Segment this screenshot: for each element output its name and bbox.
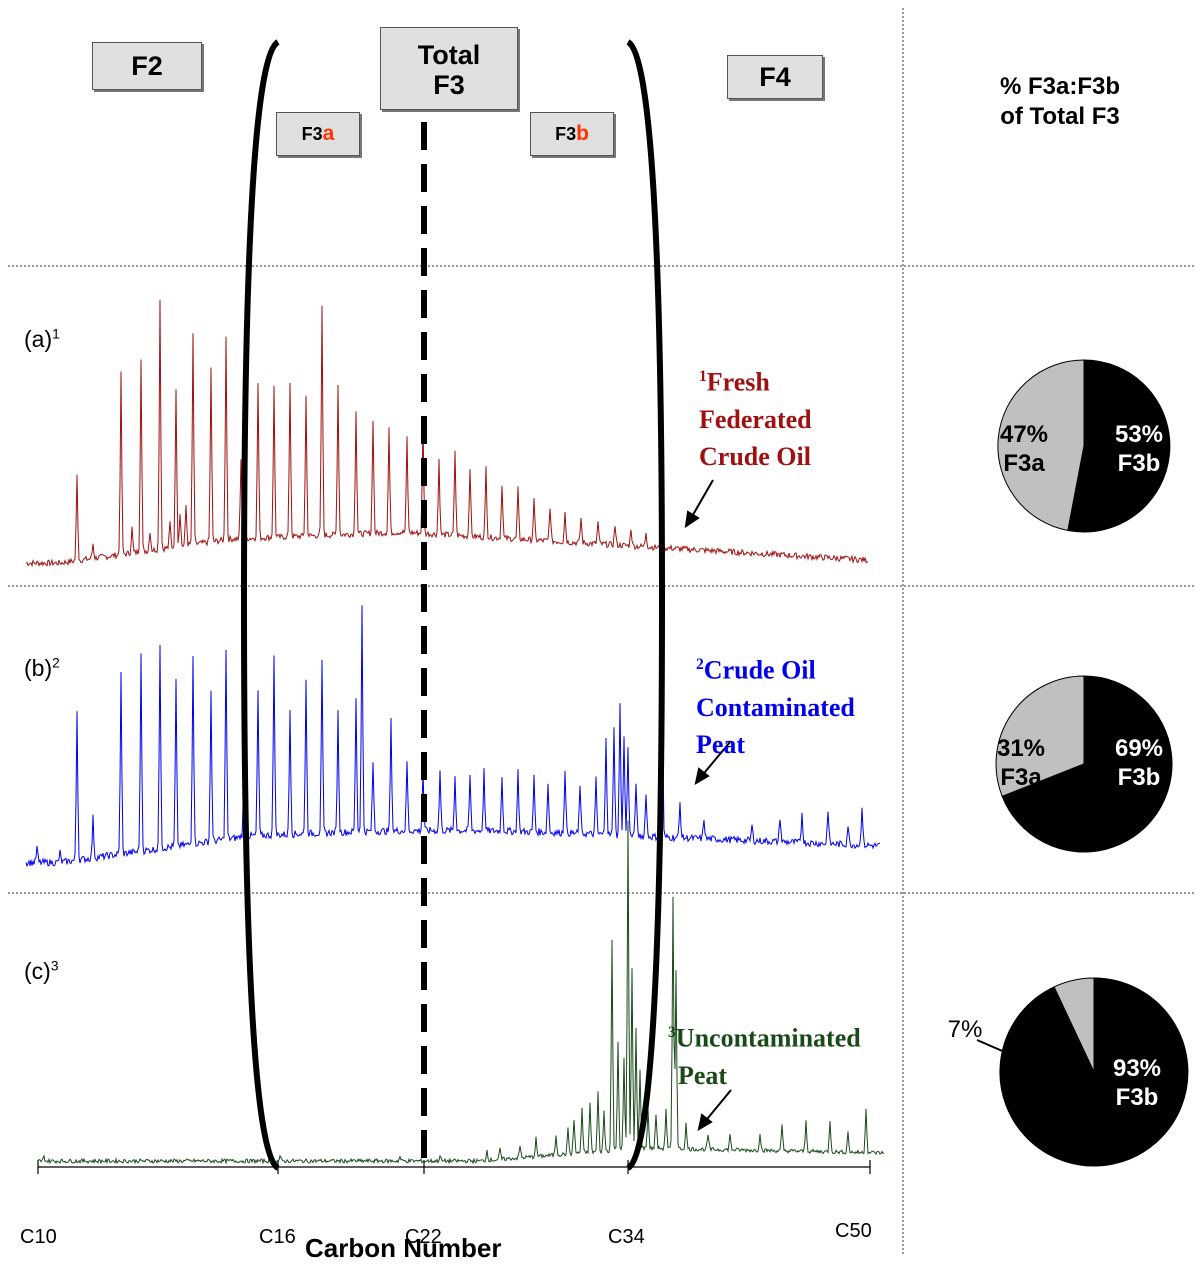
tick-label-c10: C10: [20, 1226, 57, 1249]
total-f3-line2: F3: [433, 70, 465, 100]
x-axis-title: Carbon Number: [305, 1233, 501, 1264]
pie-title: % F3a:F3b of Total F3: [925, 72, 1195, 132]
tick-label-c50: C50: [835, 1220, 872, 1243]
pie-title-line1: % F3a:F3b: [1000, 73, 1120, 100]
f4-label: F4: [759, 62, 791, 92]
f3b-prefix: F3: [555, 124, 576, 144]
panel-c-letter: (c)3: [24, 958, 59, 985]
panel-b-letter: (b)2: [24, 655, 60, 682]
f2-box: F2: [92, 42, 202, 90]
f2-label: F2: [131, 51, 163, 81]
pie-a-f3a-label: 47% F3a: [988, 420, 1060, 478]
f3-right-bracket: [628, 42, 662, 1168]
note-uncontaminated-peat: 3Uncontaminated Peat: [668, 1014, 861, 1094]
f3b-suffix: b: [576, 122, 589, 145]
pie-title-line2: of Total F3: [1000, 103, 1120, 130]
note-fresh-crude-oil: 1Fresh Federated Crude Oil: [699, 358, 812, 475]
f4-box: F4: [727, 55, 823, 99]
f3a-prefix: F3: [302, 124, 323, 144]
tick-label-c34: C34: [608, 1226, 645, 1249]
panel-a-letter: (a)1: [24, 326, 60, 353]
f3a-box: F3a: [276, 112, 360, 156]
f3-left-bracket: [244, 42, 278, 1168]
pie-b-f3b-label: 69% F3b: [1100, 734, 1178, 792]
f3b-box: F3b: [530, 112, 614, 156]
pie-c-f3b-label: 93% F3b: [1095, 1054, 1179, 1112]
total-f3-line1: Total: [418, 40, 481, 70]
pie-c-f3a-label: 7%: [935, 1015, 995, 1045]
f3a-suffix: a: [323, 122, 335, 145]
pie-a-f3b-label: 53% F3b: [1100, 420, 1178, 478]
note-contaminated-peat: 2Crude Oil Contaminated Peat: [696, 646, 855, 763]
trace-uncontaminated-peat: [38, 821, 884, 1163]
tick-label-c16: C16: [259, 1226, 296, 1249]
total-f3-box: Total F3: [380, 27, 518, 110]
pie-b-f3a-label: 31% F3a: [985, 734, 1057, 792]
